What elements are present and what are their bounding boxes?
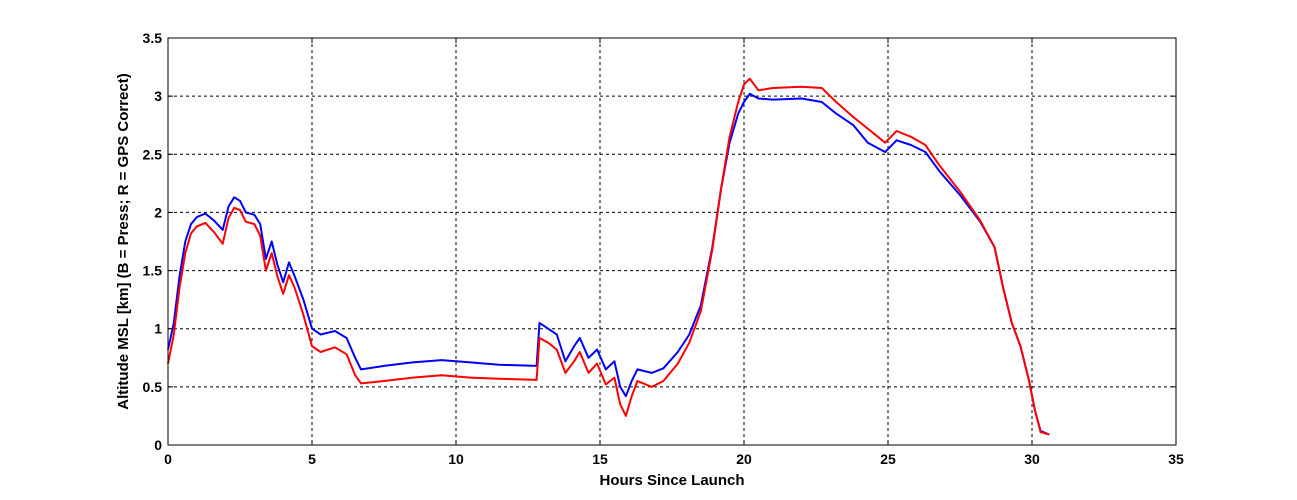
- y-tick-label: 0: [154, 437, 162, 453]
- x-tick-label: 30: [1024, 451, 1040, 467]
- y-tick-label: 2: [154, 204, 162, 220]
- data-series: [167, 77, 1050, 436]
- x-tick-label: 10: [448, 451, 464, 467]
- x-tick-label: 35: [1168, 451, 1184, 467]
- plot-frame: [167, 37, 1177, 446]
- y-tick-label: 3.5: [143, 30, 163, 46]
- tick-labels: 0 5 10 15 20 25 30 35 0 0.5 1 1.5 2 2.5 3 3.5: [143, 30, 1184, 467]
- x-tick-label: 20: [736, 451, 752, 467]
- series-line-gps-correct: [167, 77, 1050, 436]
- x-tick-label: 15: [592, 451, 608, 467]
- y-tick-label: 3: [154, 88, 162, 104]
- y-axis-label: Altitude MSL [km] (B = Press; R = GPS Co…: [115, 73, 132, 409]
- series-line-press: [167, 92, 1050, 436]
- x-tick-label: 0: [164, 451, 172, 467]
- x-tick-label: 25: [880, 451, 896, 467]
- x-axis-label: Hours Since Launch: [599, 472, 744, 489]
- grid-lines: [168, 38, 1176, 445]
- y-tick-label: 1.5: [143, 263, 163, 279]
- y-tick-label: 0.5: [143, 379, 163, 395]
- y-tick-label: 2.5: [143, 146, 163, 162]
- y-tick-label: 1: [154, 321, 162, 337]
- x-tick-label: 5: [308, 451, 316, 467]
